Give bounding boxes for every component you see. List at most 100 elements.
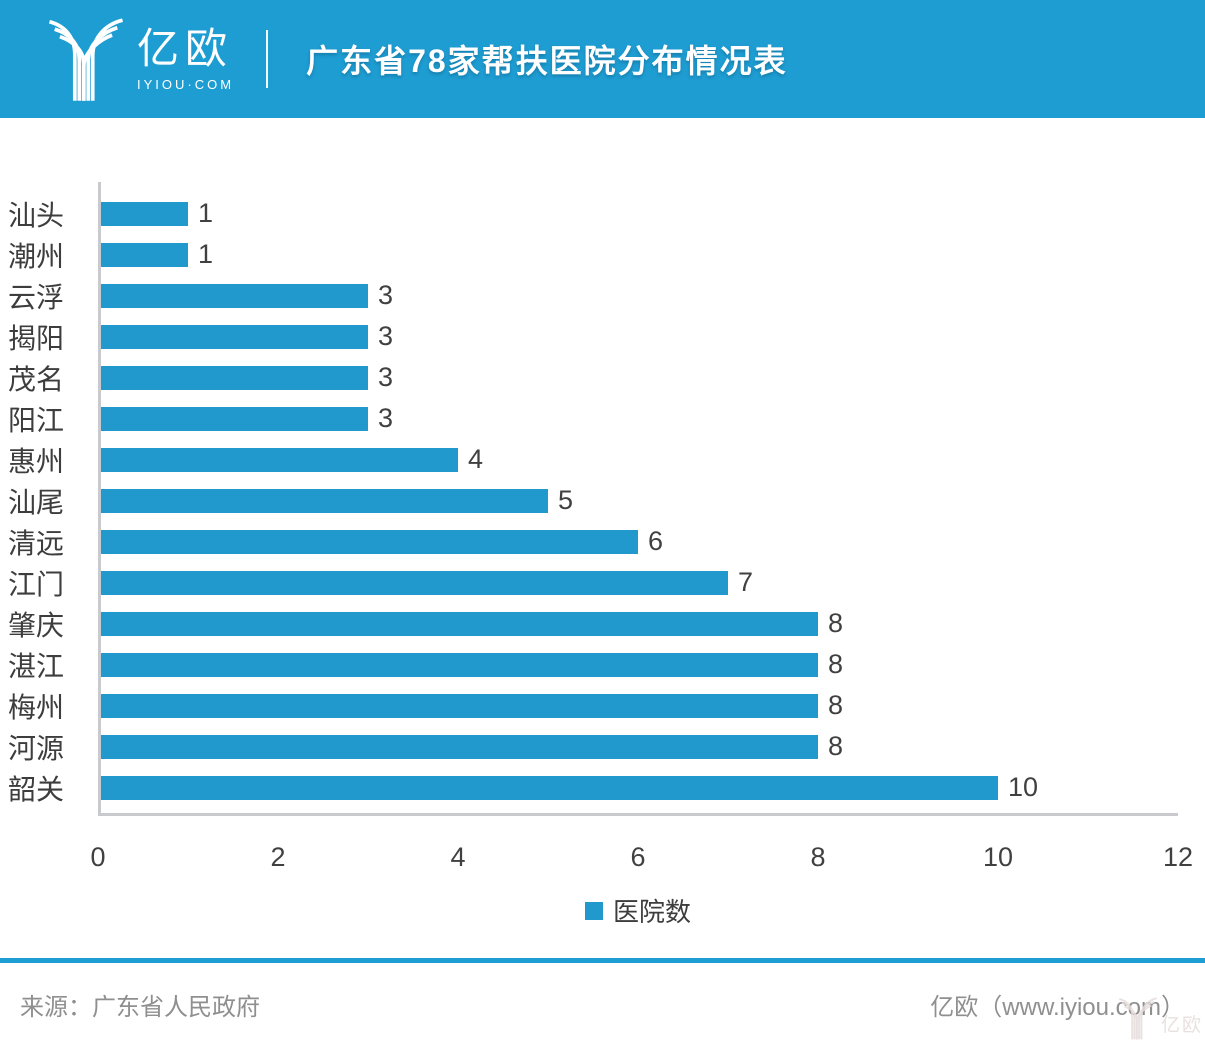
bar-row: 梅州 8: [0, 685, 1178, 726]
value-label: 1: [197, 239, 214, 269]
x-tick-label: 6: [630, 842, 646, 872]
category-label: 茂名: [8, 363, 65, 395]
bar-row: 韶关 10: [0, 767, 1178, 808]
bar-row: 江门 7: [0, 562, 1178, 603]
bar-row: 茂名 3: [0, 357, 1178, 398]
legend-swatch: [584, 901, 603, 920]
logo-domain: IYIOU·COM: [137, 76, 235, 92]
category-label: 汕头: [8, 199, 65, 231]
bar-track: 3: [98, 362, 1178, 392]
bar: [98, 324, 368, 349]
bar: [98, 406, 368, 431]
x-axis: 0 2 4 6 8 10 12: [90, 842, 1193, 874]
footer: 来源：广东省人民政府 亿欧（www.iyiou.com） 亿欧: [0, 958, 1205, 1038]
bar: [98, 283, 368, 308]
bar: [98, 242, 188, 267]
bar-chart: 汕头 1 潮州 1 云浮 3 揭阳 3 茂名 3 阳江 3 惠州 4 汕尾 5 清远 6 江门 7 肇庆 8 湛江 8 梅州 8 河…: [0, 182, 1193, 929]
category-label: 梅州: [8, 691, 65, 723]
bar: [98, 693, 818, 718]
category-label: 湛江: [8, 650, 65, 682]
bar-track: 10: [98, 772, 1178, 802]
bar-track: 3: [98, 321, 1178, 351]
value-label: 6: [648, 526, 664, 556]
category-label: 惠州: [8, 445, 65, 477]
bar-row: 汕尾 5: [0, 480, 1178, 521]
x-axis-line: [98, 813, 1178, 816]
footer-divider: [0, 958, 1205, 963]
bar-row: 惠州 4: [0, 439, 1178, 480]
bar: [98, 611, 818, 636]
bar: [98, 447, 458, 472]
x-tick-label: 8: [810, 842, 826, 872]
value-label: 1: [197, 198, 214, 228]
category-label: 揭阳: [8, 322, 65, 354]
category-label: 潮州: [8, 240, 65, 272]
y-axis-line: [98, 182, 101, 813]
value-label: 3: [378, 280, 394, 310]
category-label: 云浮: [8, 281, 65, 313]
value-label: 4: [467, 444, 484, 474]
brand-text: 亿欧（www.iyiou.com）: [930, 994, 1185, 1021]
value-label: 10: [1007, 772, 1039, 802]
category-label: 韶关: [8, 773, 65, 805]
legend: 医院数: [98, 892, 1178, 929]
bar-row: 潮州 1: [0, 234, 1178, 275]
header-divider: [266, 30, 269, 88]
bar: [98, 488, 548, 513]
iyiou-logo: 亿欧 IYIOU·COM: [45, 16, 234, 102]
value-label: 8: [828, 690, 844, 720]
bar-row: 湛江 8: [0, 644, 1178, 685]
bar-row: 揭阳 3: [0, 316, 1178, 357]
bar-track: 1: [98, 239, 1178, 269]
x-tick-label: 4: [450, 842, 466, 872]
category-label: 河源: [8, 732, 65, 764]
x-tick-label: 2: [270, 842, 286, 872]
x-tick-label: 0: [90, 842, 106, 872]
value-label: 3: [378, 403, 394, 433]
bar: [98, 652, 818, 677]
footer-text-row: 来源：广东省人民政府 亿欧（www.iyiou.com）: [0, 987, 1205, 1022]
bar: [98, 529, 638, 554]
value-label: 3: [378, 321, 394, 351]
bar-row: 清远 6: [0, 521, 1178, 562]
category-label: 肇庆: [8, 609, 65, 641]
bar-row: 云浮 3: [0, 275, 1178, 316]
logo-wordmark: 亿欧: [137, 25, 234, 73]
bar: [98, 570, 728, 595]
source-text: 来源：广东省人民政府: [20, 994, 260, 1021]
bar-row: 肇庆 8: [0, 603, 1178, 644]
chart-title: 广东省78家帮扶医院分布情况表: [306, 43, 788, 79]
category-label: 阳江: [8, 404, 65, 436]
value-label: 5: [558, 485, 574, 515]
bar-track: 8: [98, 608, 1178, 638]
bar-track: 8: [98, 690, 1178, 720]
bar-track: 3: [98, 403, 1178, 433]
bar: [98, 201, 188, 226]
category-label: 清远: [8, 527, 65, 559]
logo-text-block: 亿欧 IYIOU·COM: [137, 25, 235, 92]
x-tick-label: 12: [1162, 842, 1194, 872]
bar-track: 8: [98, 649, 1178, 679]
bar-row: 汕头 1: [0, 193, 1178, 234]
bar-row: 河源 8: [0, 726, 1178, 767]
value-label: 7: [737, 567, 754, 597]
bar-track: 7: [98, 567, 1178, 597]
value-label: 8: [828, 731, 844, 761]
bar: [98, 734, 818, 759]
value-label: 3: [378, 362, 394, 392]
x-tick-label: 10: [982, 842, 1014, 872]
value-label: 8: [828, 608, 844, 638]
bar: [98, 365, 368, 390]
bar-track: 1: [98, 198, 1178, 228]
legend-label: 医院数: [612, 897, 691, 927]
bar-track: 5: [98, 485, 1178, 515]
bar-row: 阳江 3: [0, 398, 1178, 439]
value-label: 8: [828, 649, 844, 679]
category-label: 汕尾: [8, 486, 65, 518]
bar-track: 6: [98, 526, 1178, 556]
bar-track: 4: [98, 444, 1178, 474]
iyiou-logo-icon: [45, 16, 127, 102]
bar-track: 8: [98, 731, 1178, 761]
bar: [98, 775, 998, 800]
category-label: 江门: [8, 568, 65, 600]
